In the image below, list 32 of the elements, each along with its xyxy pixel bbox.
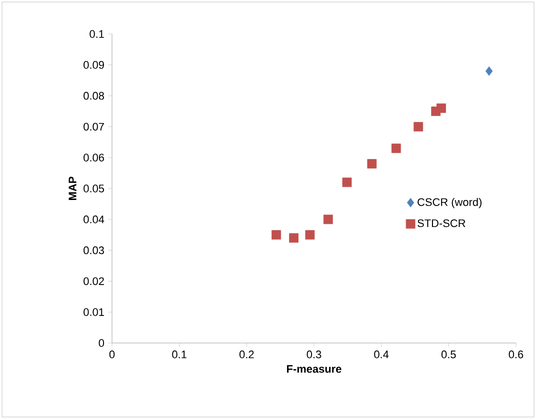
y-tick-label: 0.06	[84, 154, 104, 162]
point	[391, 144, 401, 154]
x-axis-title: F-measure	[287, 365, 342, 373]
point	[323, 214, 333, 224]
point	[414, 122, 424, 132]
point	[342, 178, 352, 188]
y-axis-title: MAP	[68, 176, 76, 200]
point	[367, 159, 377, 168]
legend-label: STD-SCR	[418, 219, 466, 228]
point	[289, 233, 298, 243]
y-tick-label: 0.08	[84, 92, 104, 100]
x-tick-label: 0.4	[374, 350, 389, 358]
y-tick-label: 0.1	[90, 30, 104, 38]
y-tick-label: 0.02	[84, 277, 104, 286]
y-tick-label: 0.05	[84, 184, 104, 192]
point	[485, 66, 493, 76]
y-tick-label: 0	[98, 339, 104, 347]
y-tick-label: 0.07	[84, 122, 104, 131]
x-tick-label: 0.5	[441, 350, 456, 358]
x-tick-label: 0.3	[306, 350, 322, 358]
x-tick-label: 0	[109, 350, 115, 358]
y-tick-label: 0.01	[84, 308, 104, 316]
y-tick-label: 0.04	[84, 216, 104, 224]
y-tick-label: 0.09	[84, 61, 104, 69]
point	[436, 103, 446, 113]
x-tick-label: 0.6	[508, 350, 524, 358]
legend-label: CSCR (word)	[418, 198, 482, 208]
y-tick-label: 0.03	[84, 246, 104, 254]
x-tick-label: 0.2	[239, 350, 254, 358]
x-tick-label: 0.1	[172, 350, 186, 358]
point	[272, 230, 281, 240]
point	[305, 230, 315, 240]
